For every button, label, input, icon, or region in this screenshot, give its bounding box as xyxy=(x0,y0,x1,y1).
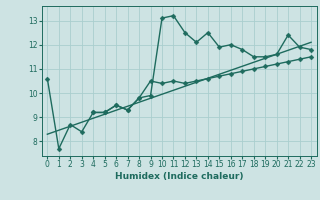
X-axis label: Humidex (Indice chaleur): Humidex (Indice chaleur) xyxy=(115,172,244,181)
